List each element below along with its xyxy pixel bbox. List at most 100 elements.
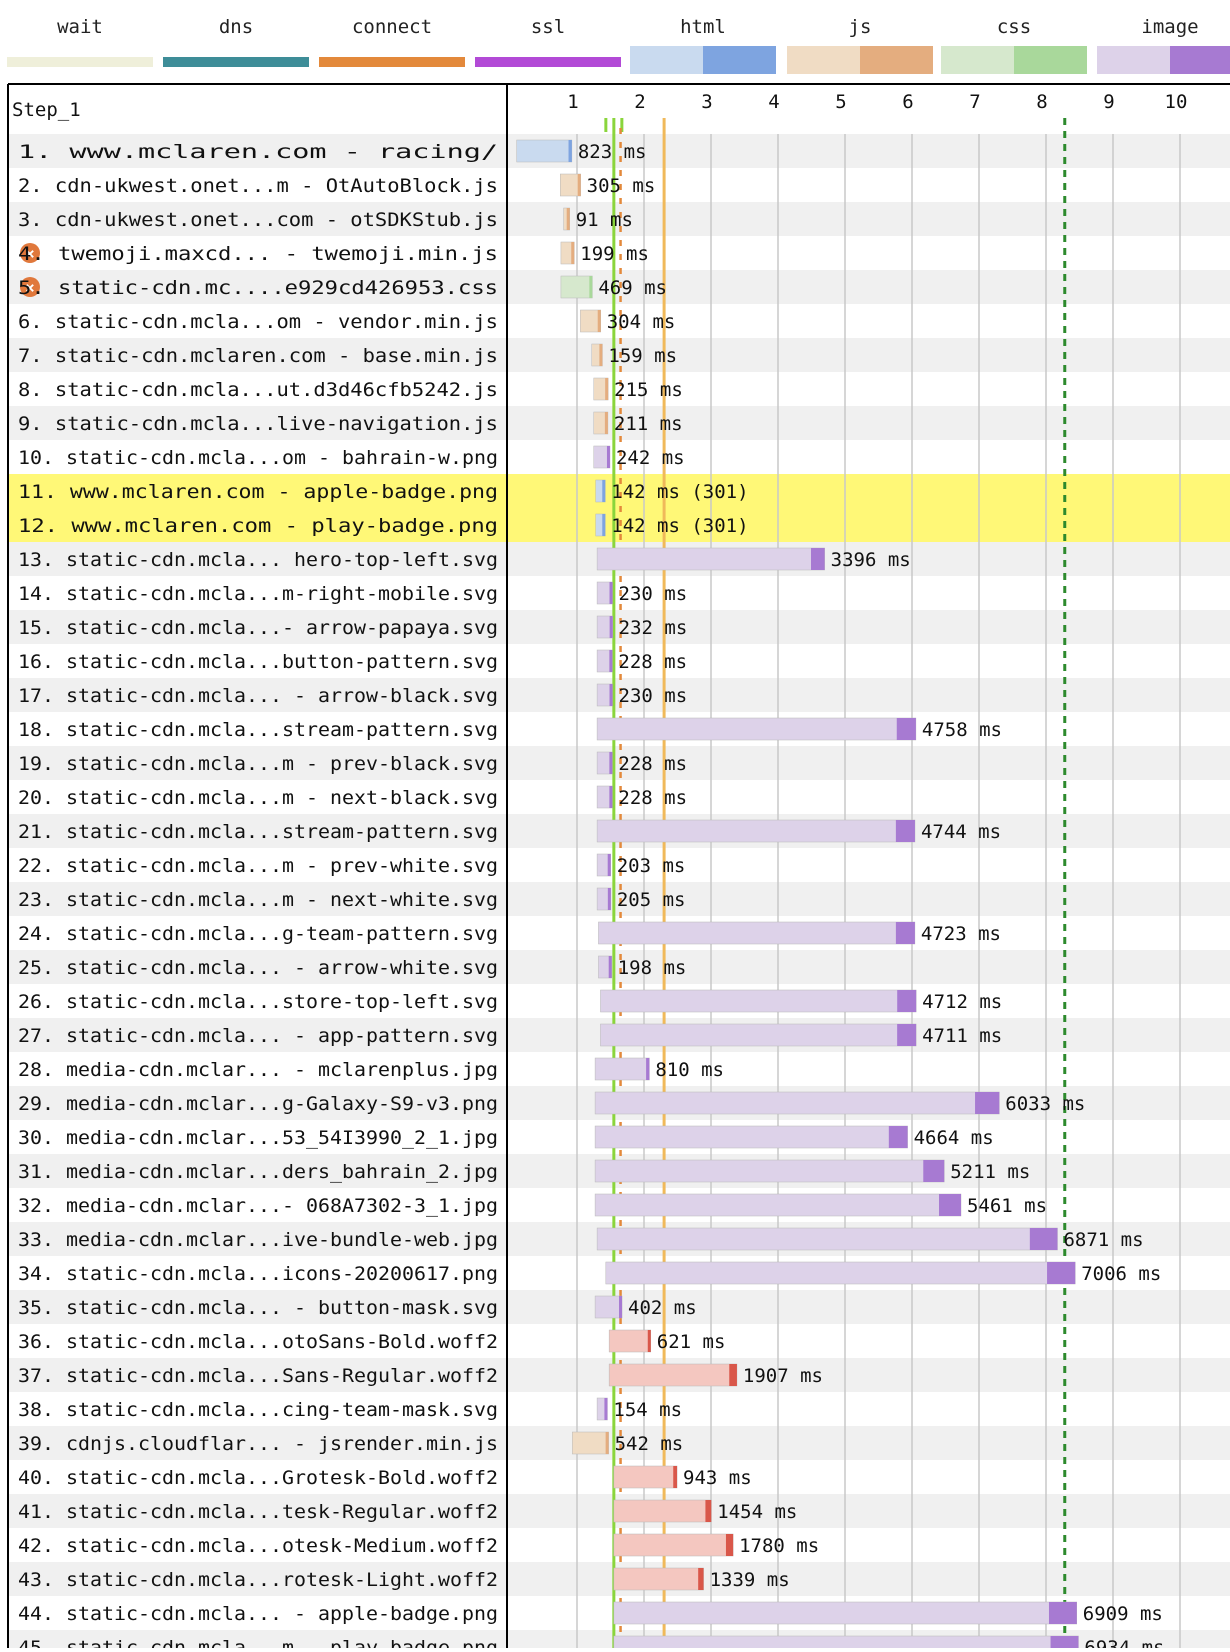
request-bar-download	[897, 1024, 917, 1046]
request-time-label: 159 ms	[608, 345, 677, 367]
chart-frame	[7, 83, 1230, 1648]
request-label: 3. cdn-ukwest.onet...com - otSDKStub.js	[18, 209, 498, 231]
request-bar-download	[609, 752, 613, 774]
row-background	[8, 610, 1230, 644]
legend-swatch-ssl	[475, 57, 621, 67]
request-time-label: 203 ms	[617, 855, 686, 877]
request-label: 43. static-cdn.mcla...rotesk-Light.woff2	[18, 1569, 498, 1591]
request-label: 45. static-cdn.mcla...m - play-badge.png	[18, 1637, 498, 1648]
request-bar-download	[577, 174, 581, 196]
request-time-label: 211 ms	[614, 413, 683, 435]
legend-swatch-js-dark	[860, 46, 933, 74]
request-label: 15. static-cdn.mcla...- arrow-papaya.svg	[18, 617, 498, 639]
legend-label-css: css	[997, 16, 1031, 38]
request-time-label: 228 ms	[618, 753, 687, 775]
request-bar-download	[609, 786, 613, 808]
warning-icon-glyph: ×	[25, 278, 35, 297]
x-tick-label: 9	[1103, 91, 1114, 113]
legend-swatch-wait	[7, 57, 153, 67]
request-time-label: 4744 ms	[921, 821, 1001, 843]
request-time-label: 242 ms	[616, 447, 685, 469]
row-background	[8, 882, 1230, 916]
request-bar	[613, 1465, 678, 1489]
request-label: 44. static-cdn.mcla... - apple-badge.png	[18, 1603, 498, 1625]
request-time-label: 230 ms	[619, 685, 688, 707]
request-bar-download	[1047, 1262, 1076, 1284]
row-background	[8, 270, 1230, 304]
legend-swatch-js-light	[787, 46, 860, 74]
request-bar-download	[810, 548, 825, 570]
request-bar	[613, 1635, 1079, 1652]
request-bar	[596, 819, 916, 843]
request-time-label: 154 ms	[613, 1399, 682, 1421]
request-time-label: 3396 ms	[831, 549, 911, 571]
request-bar-download	[1050, 1636, 1079, 1652]
request-bar-download	[605, 378, 609, 400]
request-label: 4. twemoji.maxcd... - twemoji.min.js	[18, 243, 498, 265]
warning-icon	[20, 243, 40, 263]
request-time-label: 7006 ms	[1081, 1263, 1161, 1285]
request-label: 25. static-cdn.mcla... - arrow-white.svg	[18, 957, 498, 979]
request-time-label: 621 ms	[657, 1331, 726, 1353]
request-label: 13. static-cdn.mcla... hero-top-left.svg	[18, 549, 498, 571]
request-label: 24. static-cdn.mcla...g-team-pattern.svg	[18, 923, 498, 945]
request-bar-download	[605, 1432, 609, 1454]
request-bar-download	[725, 1534, 734, 1556]
request-time-label: 5211 ms	[950, 1161, 1030, 1183]
request-bar	[594, 1295, 623, 1319]
request-time-label: 469 ms	[598, 277, 667, 299]
request-label: 42. static-cdn.mcla...otesk-Medium.woff2	[18, 1535, 498, 1557]
request-time-label: 215 ms	[614, 379, 683, 401]
warning-icon-glyph: ×	[25, 244, 35, 263]
request-label: 29. media-cdn.mclar...g-Galaxy-S9-v3.png	[18, 1093, 498, 1115]
request-label: 9. static-cdn.mcla...live-navigation.js	[18, 413, 498, 435]
request-label: 30. media-cdn.mclar...53_54I3990_2_1.jpg	[18, 1127, 498, 1149]
x-tick-label: 10	[1165, 91, 1188, 113]
request-bar-download	[939, 1194, 961, 1216]
request-bar-download	[698, 1568, 704, 1590]
request-bars	[516, 139, 1079, 1652]
request-bar	[613, 1533, 734, 1557]
x-tick-label: 6	[902, 91, 913, 113]
request-label: 10. static-cdn.mcla...om - bahrain-w.png	[18, 447, 498, 469]
request-label: 6. static-cdn.mcla...om - vendor.min.js	[18, 311, 498, 333]
request-bar-download	[646, 1058, 650, 1080]
request-label: 34. static-cdn.mcla...icons-20200617.png	[18, 1263, 498, 1285]
legend: wait dns connect ssl html js css image	[7, 16, 1230, 74]
request-label: 37. static-cdn.mcla...Sans-Regular.woff2	[18, 1365, 498, 1387]
x-tick-label: 1	[567, 91, 578, 113]
legend-label-wait: wait	[57, 16, 103, 38]
request-label: 26. static-cdn.mcla...store-top-left.svg	[18, 991, 498, 1013]
x-tick-label: 5	[835, 91, 846, 113]
request-time-label: 6871 ms	[1063, 1229, 1143, 1251]
request-label: 39. cdnjs.cloudflar... - jsrender.min.js	[18, 1433, 498, 1455]
warning-icon	[20, 277, 40, 297]
request-time-label: 943 ms	[683, 1467, 752, 1489]
request-time-label: 198 ms	[618, 957, 687, 979]
request-bar-download	[604, 412, 608, 434]
request-bar-download	[566, 208, 570, 230]
request-time-label: 1780 ms	[739, 1535, 819, 1557]
row-backgrounds	[8, 134, 1230, 1652]
request-time-label: 5461 ms	[967, 1195, 1047, 1217]
request-bar	[613, 1601, 1078, 1625]
x-tick-label: 3	[701, 91, 712, 113]
request-bar-download	[609, 650, 613, 672]
request-label: 7. static-cdn.mclaren.com - base.min.js	[18, 345, 498, 367]
request-label: 17. static-cdn.mcla... - arrow-black.svg	[18, 685, 498, 707]
request-label: 41. static-cdn.mcla...tesk-Regular.woff2	[18, 1501, 498, 1523]
row-background	[8, 474, 1230, 508]
request-label: 8. static-cdn.mcla...ut.d3d46cfb5242.js	[18, 379, 498, 401]
request-bar	[613, 1499, 712, 1523]
request-bar	[594, 1193, 962, 1217]
request-bar-download	[609, 582, 613, 604]
legend-swatch-css-dark	[1014, 46, 1087, 74]
legend-swatch-connect	[319, 57, 465, 67]
request-bar-download	[647, 1330, 651, 1352]
request-bar	[594, 1091, 1000, 1115]
row-background	[8, 134, 1230, 168]
request-bar-download	[571, 242, 575, 264]
request-time-label: 4664 ms	[914, 1127, 994, 1149]
request-bar-download	[895, 820, 915, 842]
request-bar-download	[729, 1364, 737, 1386]
